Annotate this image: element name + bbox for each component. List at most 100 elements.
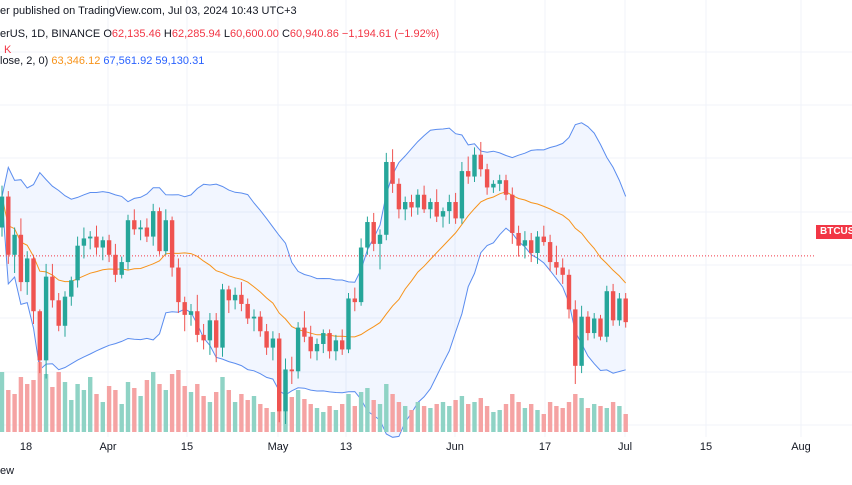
candle-body <box>113 254 118 275</box>
bb-upper-line <box>1 122 627 283</box>
volume-bar <box>610 402 616 432</box>
volume-bar <box>182 386 187 432</box>
candle-body <box>453 202 458 219</box>
volume-bar <box>541 414 546 432</box>
volume-bar <box>466 404 471 432</box>
candle-body <box>497 180 502 184</box>
bb-lower-value: 59,130.31 <box>155 55 205 67</box>
candle-body <box>62 296 68 326</box>
price-badge: BTCUSD <box>816 225 852 239</box>
candle-body <box>522 240 528 246</box>
volume-bar <box>12 394 17 432</box>
high-label: H <box>163 28 172 40</box>
candle-body <box>50 276 55 301</box>
volume-bar <box>560 408 565 432</box>
bb-legend: lose, 2, 0) 63,346.12 67,561.92 59,130.3… <box>0 54 204 68</box>
volume-bar <box>321 412 326 432</box>
volume-bar <box>396 402 402 432</box>
candle-body <box>340 340 345 350</box>
candle-body <box>346 298 351 350</box>
volume-bar <box>472 402 477 432</box>
volume-bar <box>163 390 168 432</box>
volume-bar <box>302 399 307 432</box>
volume-bar <box>232 402 238 432</box>
open-label: O <box>103 28 112 40</box>
volume-bar <box>125 382 131 432</box>
candle-body <box>176 267 181 303</box>
candle-body <box>12 234 17 255</box>
volume-bar <box>516 402 521 432</box>
x-tick: 15 <box>180 441 194 453</box>
candle-body <box>434 202 439 217</box>
candle-body <box>264 331 269 348</box>
candle-body <box>220 289 225 348</box>
volume-bar <box>535 410 540 432</box>
volume-bar <box>69 400 74 432</box>
candle-body <box>245 303 250 319</box>
candle-body <box>472 154 477 177</box>
candle-body <box>314 343 320 352</box>
candle-body <box>396 183 402 210</box>
volume-bar <box>195 384 200 432</box>
x-tick: Jul <box>617 441 633 453</box>
volume-bar <box>333 410 339 432</box>
volume-bar <box>25 384 30 432</box>
x-tick: Jun <box>446 441 464 453</box>
volume-bar <box>346 394 351 432</box>
candle-body <box>503 180 509 195</box>
candle-body <box>56 300 61 326</box>
candle-body <box>466 171 471 177</box>
candle-body <box>106 240 112 255</box>
volume-bar <box>138 396 143 432</box>
volume-bar <box>522 408 528 432</box>
time-axis[interactable]: 18 Apr 15 May 13 Jun 17 Jul 15 Aug <box>0 437 852 457</box>
candle-body <box>88 236 93 239</box>
volume-bar <box>352 406 357 432</box>
volume-bar <box>585 408 591 432</box>
volume-bar <box>358 392 364 432</box>
candle-body <box>43 276 49 361</box>
x-tick: 13 <box>339 441 353 453</box>
ohlc-legend: erUS, 1D, BINANCE O62,135.46 H62,285.94 … <box>0 27 439 41</box>
candle-body <box>151 211 156 237</box>
candle-body <box>333 340 339 352</box>
candle-body <box>214 320 219 348</box>
volume-bar <box>176 370 181 432</box>
candle-body <box>579 316 584 366</box>
candle-body <box>371 222 376 244</box>
candle-body <box>232 294 238 301</box>
volume-bar <box>384 384 389 432</box>
open-value: 62,135.46 <box>111 28 161 40</box>
candle-body <box>610 291 616 321</box>
candle-body <box>623 298 628 323</box>
volume-bar <box>113 390 118 432</box>
candle-body <box>100 240 105 248</box>
candle-body <box>428 202 433 210</box>
volume-bar <box>604 408 609 432</box>
x-tick: Apr <box>99 441 117 453</box>
volume-bar <box>245 400 250 432</box>
x-tick: May <box>267 441 289 453</box>
candle-body <box>447 202 452 212</box>
candle-body <box>81 238 87 246</box>
candle-body <box>560 267 565 275</box>
bb-basis-value: 63,346.12 <box>51 55 101 67</box>
candle-body <box>69 280 74 297</box>
volume-bar <box>258 404 263 432</box>
candle-body <box>403 202 408 210</box>
candle-body <box>598 318 603 337</box>
volume-bar <box>510 394 515 432</box>
candle-body <box>535 236 540 253</box>
volume-bar <box>100 402 105 432</box>
volume-bar <box>18 377 24 432</box>
x-tick: 17 <box>538 441 552 453</box>
candle-body <box>25 258 30 283</box>
candle-body <box>94 236 99 248</box>
candle-body <box>377 234 383 244</box>
candle-body <box>592 318 597 334</box>
candle-body <box>510 194 515 233</box>
volume-bar <box>529 404 534 432</box>
volume-bar <box>151 372 156 432</box>
volume-bar <box>207 402 213 432</box>
